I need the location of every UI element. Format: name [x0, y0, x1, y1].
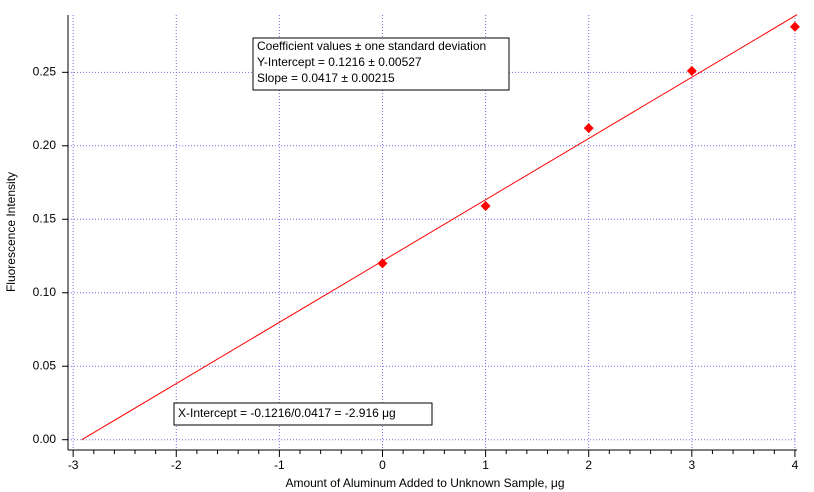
y-tick-label: 0.10 [33, 285, 57, 299]
annotation: X-Intercept = -0.1216/0.0417 = -2.916 μg [178, 406, 396, 420]
y-tick-label: 0.25 [33, 64, 57, 78]
annotation: Slope = 0.0417 ± 0.00215 [257, 71, 395, 85]
x-tick-label: 1 [482, 458, 489, 472]
annotation: Y-Intercept = 0.1216 ± 0.00527 [257, 55, 422, 69]
x-tick-label: -2 [171, 458, 182, 472]
y-tick-label: 0.20 [33, 138, 57, 152]
annotation: Coefficient values ± one standard deviat… [257, 39, 486, 53]
y-tick-label: 0.15 [33, 211, 57, 225]
marker [789, 21, 800, 32]
x-tick-label: -1 [274, 458, 285, 472]
x-tick-label: 4 [792, 458, 799, 472]
y-tick-label: 0.00 [33, 432, 57, 446]
marker [583, 123, 594, 134]
marker [377, 258, 388, 269]
x-axis-label: Amount of Aluminum Added to Unknown Samp… [285, 476, 564, 490]
y-axis-label: Fluorescence Intensity [4, 172, 18, 292]
marker [686, 65, 697, 76]
x-tick-label: 0 [379, 458, 386, 472]
fit-line [81, 14, 798, 441]
coef-box [252, 37, 510, 91]
x-tick-label: -3 [68, 458, 79, 472]
xint-box [173, 402, 433, 426]
marker [480, 201, 491, 212]
x-tick-label: 2 [585, 458, 592, 472]
x-tick-label: 3 [688, 458, 695, 472]
y-tick-label: 0.05 [33, 358, 57, 372]
